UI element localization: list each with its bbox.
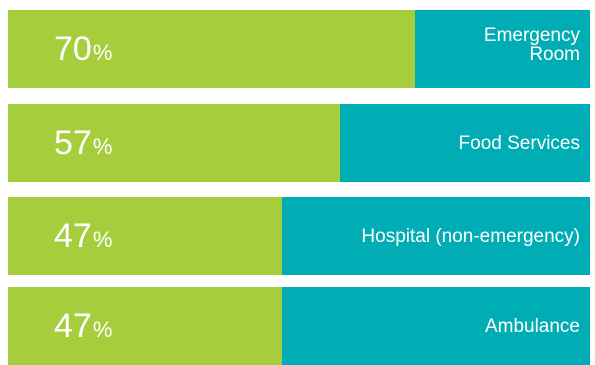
bar-value-unit: % bbox=[92, 227, 113, 252]
bar-value-number: 47 bbox=[54, 217, 92, 255]
bar-value-label: 47% bbox=[54, 287, 112, 365]
percentage-bar-chart: 70% Emergency Room 57% Food Services 47% Hosp… bbox=[8, 0, 590, 365]
bar-fill bbox=[8, 197, 282, 275]
bar-value-number: 57 bbox=[54, 124, 92, 162]
bar-row: 47% Ambulance bbox=[8, 287, 590, 365]
bar-value-label: 47% bbox=[54, 197, 112, 275]
bar-fill bbox=[8, 287, 282, 365]
bar-category-label: Emergency Room bbox=[483, 25, 580, 65]
bar-category-label: Hospital (non-emergency) bbox=[361, 225, 580, 247]
bar-category-label: Ambulance bbox=[484, 315, 580, 337]
bar-value-unit: % bbox=[92, 40, 113, 65]
bar-value-number: 47 bbox=[54, 307, 92, 345]
bar-value-number: 70 bbox=[54, 30, 92, 68]
bar-value-label: 70% bbox=[54, 10, 112, 88]
bar-value-label: 57% bbox=[54, 104, 112, 182]
bar-value-unit: % bbox=[92, 134, 113, 159]
bar-value-unit: % bbox=[92, 317, 113, 342]
bar-row: 47% Hospital (non-emergency) bbox=[8, 197, 590, 275]
bar-row: 57% Food Services bbox=[8, 104, 590, 182]
bar-category-label: Food Services bbox=[458, 132, 580, 154]
bar-fill bbox=[8, 104, 340, 182]
bar-fill bbox=[8, 10, 415, 88]
bar-row: 70% Emergency Room bbox=[8, 10, 590, 88]
